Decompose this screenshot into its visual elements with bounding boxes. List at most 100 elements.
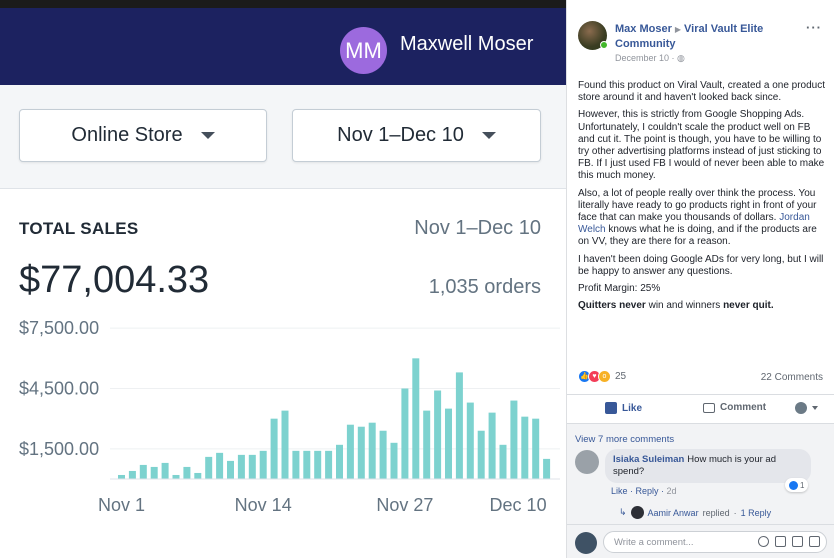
- gif-icon[interactable]: [792, 536, 803, 547]
- sales-bar[interactable]: [150, 466, 158, 479]
- reactions-summary[interactable]: 👍 ♥ o 25: [578, 370, 626, 383]
- comment-placeholder: Write a comment...: [614, 537, 694, 548]
- store-dropdown[interactable]: Online Store: [19, 109, 267, 162]
- comment-button[interactable]: Comment: [703, 402, 766, 413]
- sales-bar[interactable]: [532, 418, 540, 479]
- thumbs-up-icon: [605, 402, 617, 414]
- y-tick-label: $1,500.00: [19, 439, 99, 459]
- post-text: Also, a lot of people really over think …: [578, 187, 817, 224]
- mention-link[interactable]: Jordan Welch: [578, 212, 810, 236]
- comment-input[interactable]: Write a comment...: [603, 531, 827, 553]
- shopify-screenshot: MM Maxwell Moser Online Store Nov 1–Dec …: [0, 0, 566, 558]
- sales-bar[interactable]: [325, 450, 333, 479]
- camera-icon[interactable]: [775, 536, 786, 547]
- post-as-selector[interactable]: [795, 402, 818, 414]
- comments-section: View 7 more comments Isiaka Suleiman How …: [567, 424, 834, 558]
- comment-like-link[interactable]: Like: [611, 486, 628, 496]
- post-date[interactable]: December 10 · ◍: [615, 53, 685, 64]
- sales-bar[interactable]: [303, 450, 311, 479]
- sales-bar[interactable]: [194, 472, 202, 479]
- like-button[interactable]: Like: [605, 402, 642, 414]
- commenter-avatar[interactable]: [575, 450, 599, 474]
- sales-bar[interactable]: [357, 426, 365, 479]
- sales-bar[interactable]: [499, 444, 507, 479]
- y-tick-label: $4,500.00: [19, 379, 99, 399]
- sales-bar[interactable]: [237, 454, 245, 479]
- chart-x-axis: Nov 1 Nov 14 Nov 27 Dec 10: [98, 495, 547, 515]
- sales-bar[interactable]: [412, 358, 420, 479]
- sales-bar[interactable]: [390, 442, 398, 479]
- sales-bar[interactable]: [488, 412, 496, 479]
- write-comment-row: Write a comment...: [567, 524, 834, 558]
- store-dropdown-label: Online Store: [71, 124, 183, 146]
- sales-bar[interactable]: [118, 474, 125, 479]
- post-text: win and winners: [645, 300, 724, 312]
- sales-bar[interactable]: [172, 474, 180, 479]
- post-paragraph: Also, a lot of people really over think …: [578, 188, 828, 249]
- comments-count-link[interactable]: 22 Comments: [760, 372, 823, 383]
- post-paragraph: Profit Margin: 25%: [578, 283, 661, 295]
- sales-bar[interactable]: [205, 456, 213, 479]
- sales-bar[interactable]: [139, 464, 147, 479]
- sales-bar[interactable]: [466, 402, 474, 479]
- group-name-link[interactable]: Viral Vault Elite Community: [615, 23, 764, 50]
- like-label: Like: [622, 402, 643, 414]
- caret-down-icon: [481, 132, 496, 139]
- reply-arrow-icon: ↳: [619, 507, 627, 517]
- sales-bar[interactable]: [379, 430, 387, 479]
- sales-bar[interactable]: [368, 422, 376, 479]
- sales-bar[interactable]: [281, 410, 289, 479]
- post-actions-bar: Like Comment: [567, 394, 834, 424]
- sales-bar[interactable]: [227, 460, 234, 479]
- sales-bar[interactable]: [543, 458, 551, 479]
- sales-bar[interactable]: [128, 470, 136, 479]
- sales-bar[interactable]: [259, 450, 267, 479]
- sales-bar[interactable]: [423, 410, 431, 479]
- date-range-dropdown[interactable]: Nov 1–Dec 10: [292, 109, 541, 162]
- emoji-icon[interactable]: [758, 536, 769, 547]
- replier-name: Aamir Anwar: [647, 507, 699, 518]
- sticker-icon[interactable]: [809, 536, 820, 547]
- caret-down-icon: [200, 132, 215, 139]
- post-date-text: December 10 ·: [615, 53, 678, 63]
- sales-bar[interactable]: [434, 390, 442, 479]
- total-sales-amount: $77,004.33: [19, 259, 210, 301]
- sales-bar[interactable]: [477, 430, 485, 479]
- sales-bar[interactable]: [270, 418, 278, 479]
- chevron-down-icon: [812, 406, 818, 410]
- sales-bar[interactable]: [445, 408, 452, 479]
- replier-avatar: [630, 506, 644, 519]
- arrow-right-icon: ▶: [674, 25, 682, 34]
- sales-bar[interactable]: [346, 424, 354, 479]
- sales-bar[interactable]: [455, 372, 463, 479]
- view-replies-link[interactable]: ↳ Aamir Anwar replied · 1 Reply: [619, 506, 771, 519]
- chart-bars: [110, 358, 560, 480]
- post-text: knows what he is doing, and if the produ…: [578, 224, 817, 248]
- sales-bar[interactable]: [336, 444, 343, 479]
- chart-gridlines: [110, 327, 560, 450]
- user-avatar[interactable]: MM: [340, 27, 387, 74]
- post-paragraph: However, this is strictly from Google Sh…: [578, 109, 825, 182]
- sales-bar[interactable]: [248, 454, 256, 479]
- comment-reactions-badge[interactable]: 1: [785, 478, 809, 492]
- comment-time[interactable]: 2d: [666, 486, 677, 496]
- author-name-link[interactable]: Max Moser: [615, 23, 672, 35]
- sales-bar[interactable]: [216, 452, 224, 479]
- sales-bar[interactable]: [292, 450, 300, 479]
- user-name[interactable]: Maxwell Moser: [400, 33, 534, 55]
- post-options-button[interactable]: ···: [806, 20, 822, 35]
- x-tick-label: Nov 1: [98, 495, 145, 515]
- sales-bar[interactable]: [510, 400, 518, 479]
- sales-bar[interactable]: [521, 416, 529, 479]
- top-strip: [0, 0, 566, 8]
- view-more-comments-link[interactable]: View 7 more comments: [575, 434, 675, 445]
- sales-bar[interactable]: [161, 462, 169, 479]
- comment-reply-link[interactable]: Reply: [635, 486, 659, 496]
- sales-bar[interactable]: [183, 466, 191, 479]
- comment-input-tools: [758, 536, 820, 547]
- commenter-name-link[interactable]: Isiaka Suleiman: [613, 454, 685, 465]
- sales-bar[interactable]: [314, 450, 322, 479]
- y-tick-label: $7,500.00: [19, 318, 99, 338]
- globe-icon: ◍: [677, 53, 685, 63]
- sales-bar[interactable]: [401, 388, 409, 480]
